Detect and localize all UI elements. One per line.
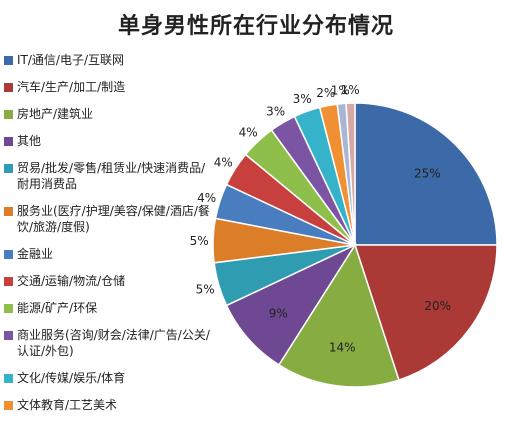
- legend-item: 服务业(医疗/护理/美容/保健/酒店/餐饮/旅游/度假): [4, 203, 212, 235]
- legend-swatch: [4, 277, 13, 286]
- legend-item: 汽车/生产/加工/制造: [4, 79, 212, 95]
- legend-item: 文化/传媒/娱乐/体育: [4, 370, 212, 386]
- pie-data-label: 3%: [266, 105, 285, 119]
- pie-data-label: 1%: [341, 83, 360, 97]
- chart-legend: IT/通信/电子/互联网 汽车/生产/加工/制造 房地产/建筑业 其他贸易/批发/零售…: [4, 52, 212, 424]
- pie-slice: [345, 102, 356, 246]
- legend-item: 文体教育/工艺美术: [4, 397, 212, 413]
- legend-label: 其他: [17, 134, 42, 148]
- pie-slice: [225, 243, 358, 366]
- pie-data-labels: 25%20%14%9%5%5%4%4%4%3%3% 2%1%1%: [190, 83, 451, 354]
- pie-data-label: 20%: [424, 299, 451, 313]
- pie-data-label: 25%: [414, 167, 441, 181]
- legend-label: IT/通信/电子/互联网: [17, 53, 124, 67]
- legend-item: IT/通信/电子/互联网: [4, 52, 212, 68]
- legend-item: 商业服务(咨询/财会/法律/广告/公关/认证/外包): [4, 327, 212, 359]
- legend-label: 交通/运输/物流/仓储: [17, 274, 126, 288]
- legend-swatch: [4, 207, 13, 216]
- legend-label: 汽车/生产/加工/制造: [17, 80, 126, 94]
- legend-swatch: [4, 401, 13, 410]
- legend-label: 房地产/建筑业: [17, 107, 94, 121]
- pie-slice: [353, 244, 498, 381]
- legend-label: 金融业: [17, 247, 54, 261]
- legend-item: 交通/运输/物流/仓储: [4, 273, 212, 289]
- legend-swatch: [4, 331, 13, 340]
- legend-swatch: [4, 304, 13, 313]
- legend-swatch: [4, 83, 13, 92]
- pie-data-label: 4%: [239, 125, 258, 139]
- pie-data-label: 4%: [197, 191, 216, 205]
- pie-data-label: 2%: [316, 86, 335, 100]
- legend-item: 房地产/建筑业: [4, 106, 212, 122]
- legend-swatch: [4, 250, 13, 259]
- pie-data-label: 5%: [190, 234, 209, 248]
- legend-item: 贸易/批发/零售/租赁业/快速消费品/耐用消费品: [4, 160, 212, 192]
- legend-swatch: [4, 137, 13, 146]
- pie-slice: [277, 243, 400, 388]
- legend-label: 文化/传媒/娱乐/体育: [17, 371, 126, 385]
- legend-item: 能源/矿产/环保: [4, 300, 212, 316]
- pie-data-label: 14%: [329, 340, 356, 354]
- legend-item: 其他: [4, 133, 212, 149]
- pie-data-label: 9%: [269, 307, 288, 321]
- legend-label: 服务业(医疗/护理/美容/保健/酒店/餐饮/旅游/度假): [17, 204, 210, 234]
- legend-swatch: [4, 374, 13, 383]
- pie-slice: [354, 102, 498, 246]
- legend-label: 贸易/批发/零售/租赁业/快速消费品/耐用消费品: [17, 161, 206, 191]
- legend-label: 文体教育/工艺美术: [17, 398, 118, 412]
- legend-swatch: [4, 110, 13, 119]
- legend-label: 能源/矿产/环保: [17, 301, 98, 315]
- legend-item: 金融业: [4, 246, 212, 262]
- pie-data-label: 4%: [214, 155, 233, 169]
- pie-data-label: 5%: [196, 283, 215, 297]
- legend-label: 商业服务(咨询/财会/法律/广告/公关/认证/外包): [17, 328, 210, 358]
- pie-data-label: 1%: [331, 84, 350, 98]
- pie-data-label: 3%: [293, 92, 312, 106]
- chart-title: 单身男性所在行业分布情况: [117, 14, 394, 39]
- legend-swatch: [4, 56, 13, 65]
- legend-swatch: [4, 164, 13, 173]
- pie-slices: [212, 102, 498, 388]
